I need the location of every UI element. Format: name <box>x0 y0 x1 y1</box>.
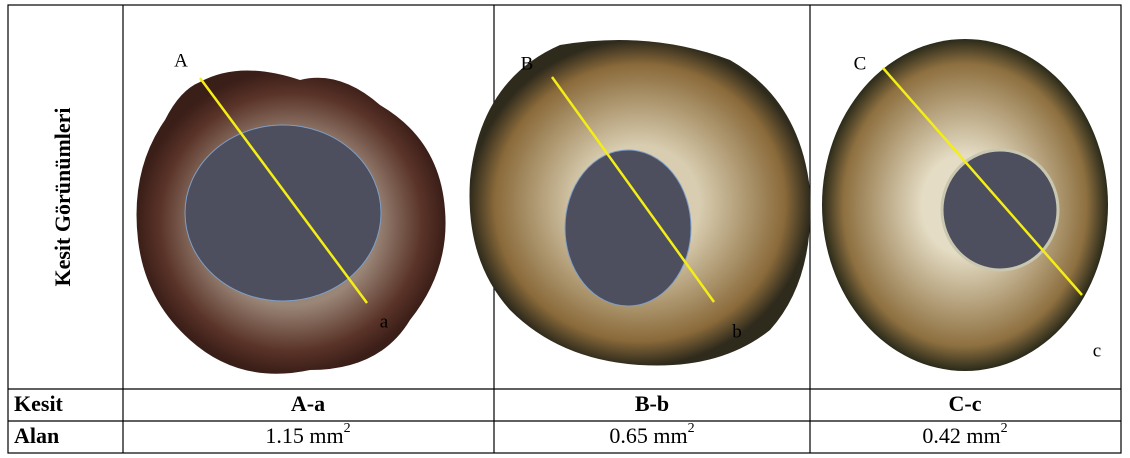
cell: 0.65 mm2 <box>609 421 694 448</box>
cell-text: 0.65 mm <box>609 423 687 448</box>
figure-table: Kesit Görünümleri A a B b C c Kesit A-a … <box>0 0 1130 458</box>
row-label: Alan <box>14 423 59 448</box>
cell: 0.42 mm2 <box>922 421 1007 448</box>
point-label: c <box>1093 340 1101 361</box>
lumen <box>565 150 691 306</box>
point-label: C <box>854 53 867 74</box>
cell: A-a <box>291 391 325 416</box>
row-header: Kesit Görünümleri <box>50 107 75 286</box>
cell: C-c <box>949 391 982 416</box>
superscript: 2 <box>344 421 351 436</box>
cell: B-b <box>635 391 669 416</box>
cell-text: 0.42 mm <box>922 423 1000 448</box>
superscript: 2 <box>688 421 695 436</box>
point-label: A <box>174 50 188 71</box>
page: Kesit Görünümleri A a B b C c Kesit A-a … <box>0 0 1130 458</box>
lumen <box>185 125 381 301</box>
point-label: a <box>380 311 389 332</box>
cell-text: 1.15 mm <box>265 423 343 448</box>
row-label: Kesit <box>14 391 64 416</box>
cell: 1.15 mm2 <box>265 421 350 448</box>
point-label: B <box>521 53 534 74</box>
point-label: b <box>732 321 742 342</box>
lumen <box>942 150 1058 270</box>
superscript: 2 <box>1001 421 1008 436</box>
